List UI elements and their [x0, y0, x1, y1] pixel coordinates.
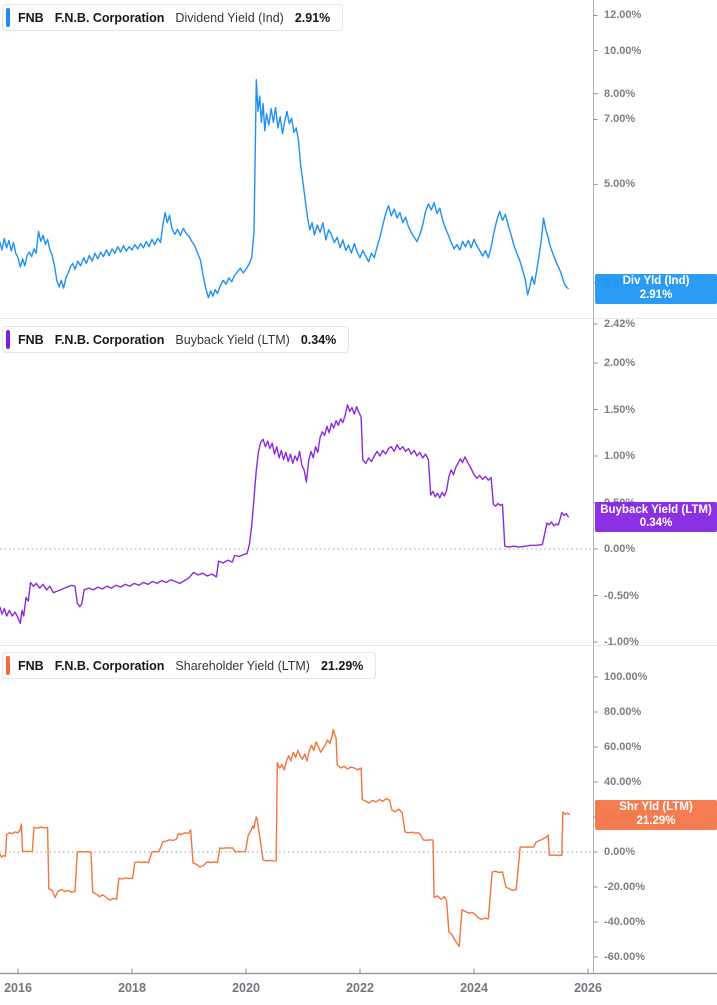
last-value-badge-dividend-yield[interactable]: Div Yld (Ind) 2.91%: [595, 273, 717, 304]
x-axis-year-label: 2026: [574, 981, 602, 995]
y-axis-tick-label: 100.00%: [604, 671, 648, 683]
badge-label: Buyback Yield (LTM): [600, 503, 712, 516]
badge-value: 0.34%: [639, 517, 673, 530]
metric-name: Shareholder Yield (LTM): [175, 658, 310, 673]
y-axis-tick-label: 0.00%: [604, 543, 636, 555]
y-axis-tick-label: -20.00%: [604, 881, 645, 893]
y-axis-tick-label: 2.42%: [604, 317, 636, 330]
y-axis-tick-label: -40.00%: [604, 916, 645, 928]
y-axis-tick-label: 40.00%: [604, 776, 642, 788]
y-axis-tick-label: 1.50%: [604, 403, 636, 416]
y-axis-tick-label: 10.00%: [604, 44, 642, 57]
x-axis-year-label: 2016: [4, 981, 32, 995]
series-legend-dividend-yield[interactable]: FNB F.N.B. Corporation Dividend Yield (I…: [2, 4, 344, 31]
y-axis-tick-label: 7.00%: [604, 113, 636, 126]
x-axis-year-label: 2022: [346, 981, 374, 995]
company-name: F.N.B. Corporation: [54, 658, 165, 673]
badge-label: Div Yld (Ind): [622, 275, 690, 288]
series-legend-buyback-yield[interactable]: FNB F.N.B. Corporation Buyback Yield (LT…: [2, 326, 350, 353]
y-axis-tick-label: 80.00%: [604, 706, 642, 718]
metric-value: 0.34%: [300, 332, 337, 347]
y-axis-tick-label: -60.00%: [604, 951, 645, 963]
legend-accent-bar: [6, 8, 10, 27]
y-axis-tick-label: 12.00%: [604, 9, 642, 22]
legend-accent-bar: [6, 330, 10, 349]
badge-label: Shr Yld (LTM): [619, 801, 693, 814]
y-axis-tick-label: 5.00%: [604, 178, 636, 191]
legend-accent-bar: [6, 656, 10, 675]
y-axis-tick-label: 60.00%: [604, 741, 642, 753]
x-axis-year-label: 2020: [232, 981, 260, 995]
company-name: F.N.B. Corporation: [54, 10, 165, 25]
metric-value: 21.29%: [320, 658, 364, 673]
company-name: F.N.B. Corporation: [54, 332, 165, 347]
last-value-badge-buyback-yield[interactable]: Buyback Yield (LTM) 0.34%: [595, 502, 717, 533]
x-axis-year-label: 2024: [460, 981, 488, 995]
y-axis-tick-label: -0.50%: [604, 589, 639, 602]
last-value-badge-shareholder-yield[interactable]: Shr Yld (LTM) 21.29%: [595, 799, 717, 830]
x-axis-year-label: 2018: [118, 981, 146, 995]
metric-name: Dividend Yield (Ind): [175, 10, 284, 25]
metric-name: Buyback Yield (LTM): [175, 332, 290, 347]
y-axis-tick-label: 0.00%: [604, 846, 636, 858]
series-legend-shareholder-yield[interactable]: FNB F.N.B. Corporation Shareholder Yield…: [2, 652, 377, 679]
y-axis-tick-label: 2.00%: [604, 357, 636, 369]
y-axis-tick-label: 1.00%: [604, 450, 636, 462]
ticker: FNB: [18, 658, 44, 673]
y-axis-tick-label: 8.00%: [604, 87, 636, 100]
badge-value: 21.29%: [636, 814, 676, 827]
metric-value: 2.91%: [294, 10, 331, 25]
y-axis-tick-label: -1.00%: [604, 636, 639, 648]
ticker: FNB: [18, 332, 44, 347]
badge-value: 2.91%: [639, 288, 673, 301]
ticker: FNB: [18, 10, 44, 25]
